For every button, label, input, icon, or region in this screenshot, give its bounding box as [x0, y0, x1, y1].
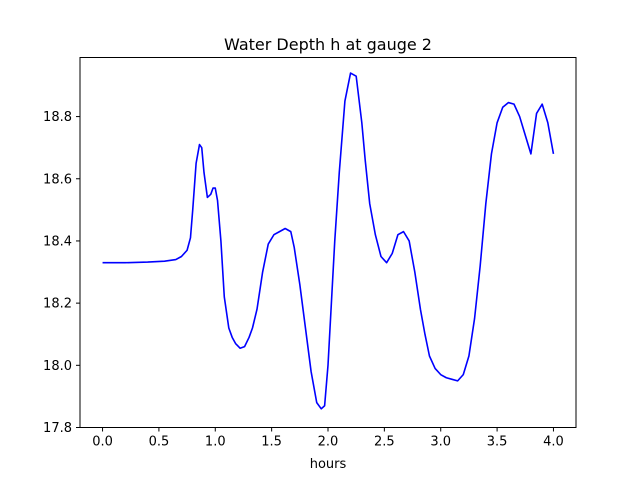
x-tick-label: 4.0	[543, 435, 564, 450]
y-tick-label: 18.4	[43, 234, 72, 249]
plot-frame	[79, 57, 577, 428]
x-tick-label: 3.0	[430, 435, 451, 450]
series-line-0	[102, 72, 555, 410]
x-tick-label: 3.5	[487, 435, 508, 450]
y-tick-label: 18.2	[43, 297, 72, 312]
x-tick-label: 1.0	[205, 435, 226, 450]
x-tick-label: 0.5	[149, 435, 170, 450]
plot-area	[102, 72, 555, 410]
x-tick-label: 0.0	[92, 435, 113, 450]
y-tick-label: 17.8	[43, 421, 72, 436]
x-tick-label: 1.5	[261, 435, 282, 450]
y-tick-label: 18.0	[43, 359, 72, 374]
chart-title: Water Depth h at gauge 2	[224, 35, 432, 54]
x-axis: 0.0 0.5 1.0 1.5 2.0 2.5 3.0 3.5 4.0	[92, 427, 564, 450]
y-tick-label: 18.8	[43, 110, 72, 125]
x-tick-label: 2.5	[374, 435, 395, 450]
y-tick-label: 18.6	[43, 172, 72, 187]
x-axis-label: hours	[310, 457, 347, 472]
x-tick-label: 2.0	[318, 435, 339, 450]
y-axis: 17.8 18.0 18.2 18.4 18.6 18.8	[43, 110, 80, 436]
